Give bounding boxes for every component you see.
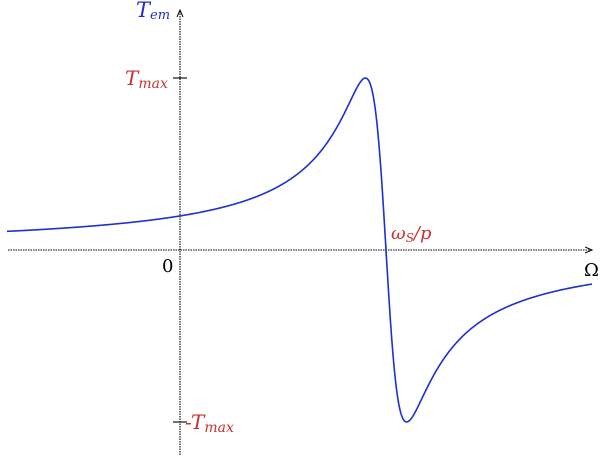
torque-speed-curve bbox=[6, 77, 593, 423]
tmin-label: -Tmax bbox=[185, 410, 234, 436]
y-axis-label-subscript: em bbox=[150, 8, 170, 23]
x-axis-label: Ω bbox=[584, 260, 599, 281]
tmin-label-main: T bbox=[191, 410, 206, 434]
sync-speed-label: ωS/p bbox=[391, 223, 432, 245]
y-axis-label: Tem bbox=[136, 0, 170, 23]
sync-speed-label-subscript: S bbox=[406, 231, 414, 245]
tmax-label-subscript: max bbox=[138, 76, 168, 92]
tmin-label-prefix: - bbox=[185, 410, 192, 434]
sync-speed-label-tail: /p bbox=[412, 223, 432, 244]
sync-speed-label-main: ω bbox=[391, 223, 406, 244]
tmax-label-main: T bbox=[125, 66, 140, 90]
origin-label: 0 bbox=[162, 256, 173, 277]
y-axis-label-main: T bbox=[136, 0, 152, 22]
tmin-label-subscript: max bbox=[204, 420, 234, 436]
tmax-label: Tmax bbox=[125, 66, 168, 92]
